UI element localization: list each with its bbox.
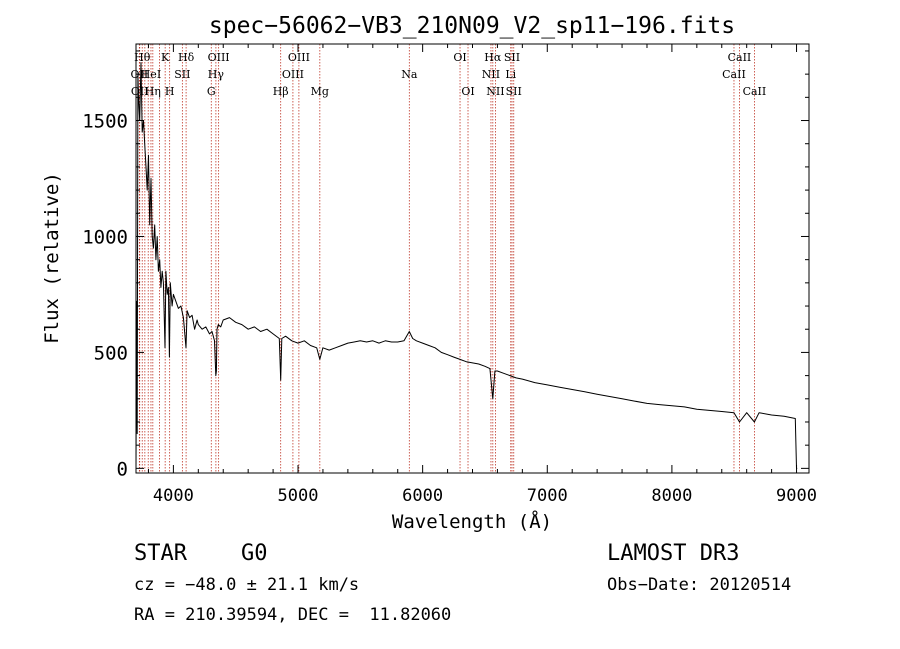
marker-label: Hβ: [273, 85, 289, 98]
x-tick-label: 8000: [651, 486, 692, 506]
x-tick-label: 4000: [153, 486, 194, 506]
marker-label: NII: [486, 85, 504, 98]
marker-label: CaII: [743, 85, 767, 98]
spectral-line-labels: OIIOIIHθHeIHηKHSIIHδGHγOIIIHβOIIIOIIIMgN…: [131, 51, 767, 98]
x-tick-label: 5000: [278, 486, 319, 506]
x-tick-label: 9000: [776, 486, 817, 506]
marker-label: OI: [453, 51, 466, 64]
spectral-line-markers: [138, 44, 755, 473]
marker-label: Hη: [145, 85, 161, 98]
marker-label: Hγ: [208, 68, 225, 81]
marker-label: SII: [174, 68, 190, 81]
marker-label: SII: [506, 85, 522, 98]
marker-label: SII: [504, 51, 520, 64]
marker-label: OIII: [288, 51, 310, 64]
marker-label: Hα: [484, 51, 502, 64]
object-class: STAR: [134, 541, 188, 566]
x-axis-ticks: 4000 5000 6000 7000 8000 9000: [147, 44, 817, 506]
coordinates-readout: RA = 210.39594, DEC = 11.82060: [134, 605, 451, 625]
y-axis-label: Flux (relative): [41, 172, 63, 344]
chart-title: spec−56062−VB3_210N09_V2_sp11−196.fits: [209, 13, 735, 39]
x-tick-label: 7000: [527, 486, 568, 506]
marker-label: OIII: [208, 51, 230, 64]
object-subclass: G0: [241, 541, 268, 566]
marker-label: Mg: [311, 85, 329, 98]
survey-name: LAMOST DR3: [607, 541, 739, 566]
marker-label: NII: [482, 68, 500, 81]
marker-label: CaII: [722, 68, 746, 81]
marker-label: OII: [131, 85, 149, 98]
y-axis-ticks: 0 500 1000 1500: [82, 50, 809, 480]
marker-label: OIII: [282, 68, 304, 81]
marker-label: OI: [461, 85, 474, 98]
marker-label: Li: [505, 68, 516, 81]
marker-label: HeI: [141, 68, 161, 81]
marker-label: K: [161, 51, 170, 64]
marker-label: H: [165, 85, 175, 98]
marker-label: Hθ: [134, 51, 151, 64]
velocity-readout: cz = −48.0 ± 21.1 km/s: [134, 575, 359, 595]
spectrum-series-line: [135, 62, 798, 469]
marker-label: Hδ: [178, 51, 195, 64]
x-axis-label: Wavelength (Å): [392, 510, 552, 533]
y-tick-label: 1500: [82, 111, 128, 133]
y-tick-label: 1000: [82, 226, 128, 248]
observation-date: Obs−Date: 20120514: [607, 575, 791, 595]
x-tick-label: 6000: [402, 486, 443, 506]
y-tick-label: 0: [117, 458, 128, 480]
marker-label: Na: [401, 68, 418, 81]
marker-label: CaII: [728, 51, 752, 64]
y-tick-label: 500: [94, 342, 128, 364]
plot-frame: [135, 43, 810, 474]
marker-label: G: [207, 85, 216, 98]
